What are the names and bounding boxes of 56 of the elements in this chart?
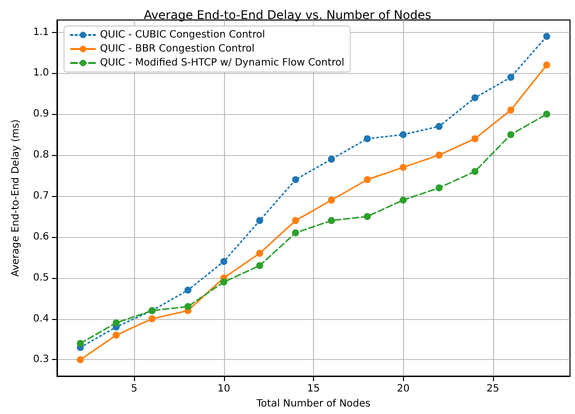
x-tick-label: 20 [396,384,410,395]
point [328,196,335,204]
point [364,135,371,142]
y-tick-label: 0.8 [33,150,49,161]
point [328,217,335,224]
y-tick-label: 0.7 [33,190,49,202]
x-axis-title: Total Number of Nodes [255,398,371,410]
point [436,184,443,192]
y-tick-label: 0.6 [33,231,49,242]
legend-label: QUIC - BBR Congestion Control [100,44,255,54]
point [400,131,407,138]
y-tick-label: 0.3 [33,354,49,366]
point [112,332,120,339]
point [148,315,156,322]
point [507,106,514,114]
point [507,131,514,138]
point [184,303,192,310]
chart-title: Average End-to-End Delay vs. Number of Nodes [144,8,432,22]
point [543,62,550,69]
point [543,32,550,40]
y-tick-label: 1.1 [33,26,49,38]
point [471,94,478,102]
legend-label: QUIC - Modified S-HTCP w/ Dynamic Flow Control [100,58,344,68]
point [364,212,371,220]
point [112,319,120,326]
y-tick-label: 0.4 [33,313,49,324]
point [184,286,192,294]
point [543,110,550,118]
x-tick-label: 5 [130,384,138,395]
x-tick-label: 10 [217,384,230,395]
point [364,176,371,184]
point [256,262,264,270]
point [220,258,228,265]
point [436,152,443,159]
point [400,196,407,204]
point [292,217,300,224]
point [76,340,84,347]
point [507,74,514,81]
y-tick-label: 1.0 [33,68,49,79]
x-tick-label: 15 [307,384,320,395]
y-tick-label: 0.9 [33,108,49,120]
point [400,164,407,171]
point [328,156,335,163]
y-tick-label: 0.5 [33,272,49,284]
point [292,176,300,184]
y-axis-title: Average End-to-End Delay (ms) [10,119,22,277]
point [471,135,478,142]
point [76,356,84,364]
x-tick-label: 25 [486,384,500,395]
point [256,217,264,224]
point [436,122,443,130]
point [471,168,478,175]
point [292,229,300,236]
point [220,278,228,286]
point [256,250,264,257]
legend-label: QUIC - CUBIC Congestion Control [100,30,265,40]
